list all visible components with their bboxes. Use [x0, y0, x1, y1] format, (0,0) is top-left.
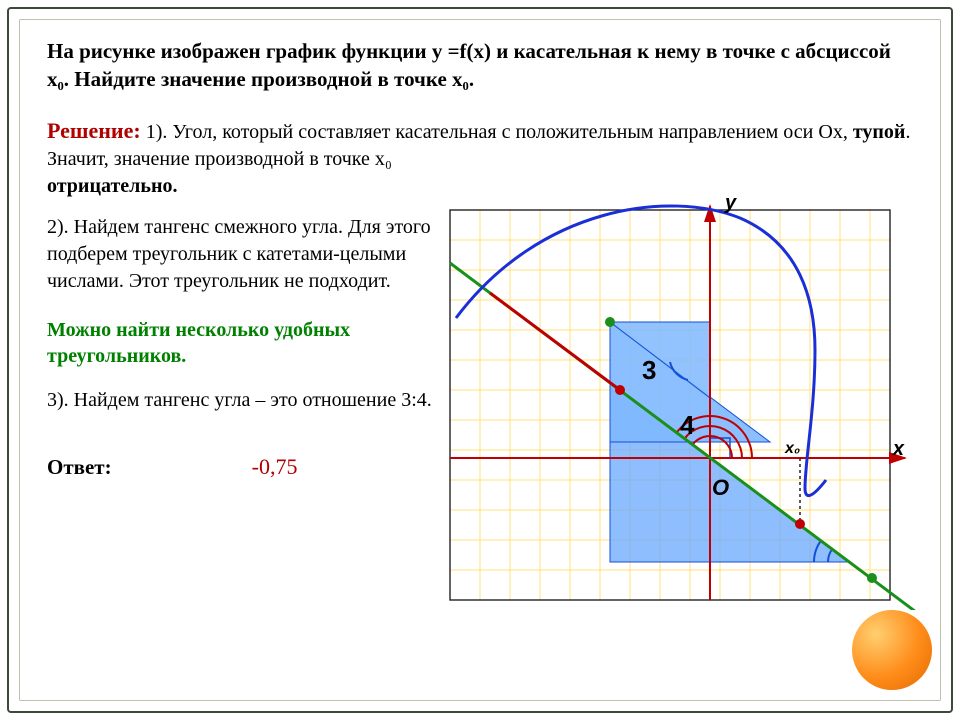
- label-4: 4: [680, 410, 694, 441]
- step1-bold: тупой: [853, 121, 906, 143]
- graph-svg: [420, 200, 920, 610]
- answer-value: -0,75: [252, 454, 298, 480]
- step-1: Решение: 1). Угол, который составляет ка…: [47, 116, 913, 200]
- step-3: 3). Найдем тангенс угла – это отношение …: [47, 387, 447, 414]
- solution-label: Решение:: [47, 118, 141, 143]
- label-3: 3: [642, 355, 656, 386]
- y-axis-label: y: [725, 192, 736, 215]
- hint-text: Можно найти несколько удобных треугольни…: [47, 317, 447, 369]
- step1-text-c: отрицательно.: [47, 175, 177, 197]
- graph-container: y x O x₀ 3 4: [420, 200, 920, 610]
- problem-statement: На рисунке изображен график функции y =f…: [47, 37, 913, 94]
- x-axis-label: x: [893, 438, 904, 461]
- x0-label: x₀: [785, 440, 800, 458]
- step-2: 2). Найдем тангенс смежного угла. Для эт…: [47, 214, 447, 295]
- step1-text-a: 1). Угол, который составляет касательная…: [146, 121, 853, 143]
- decorative-ball: [852, 610, 932, 690]
- origin-label: O: [712, 475, 729, 501]
- answer-label: Ответ:: [47, 455, 112, 480]
